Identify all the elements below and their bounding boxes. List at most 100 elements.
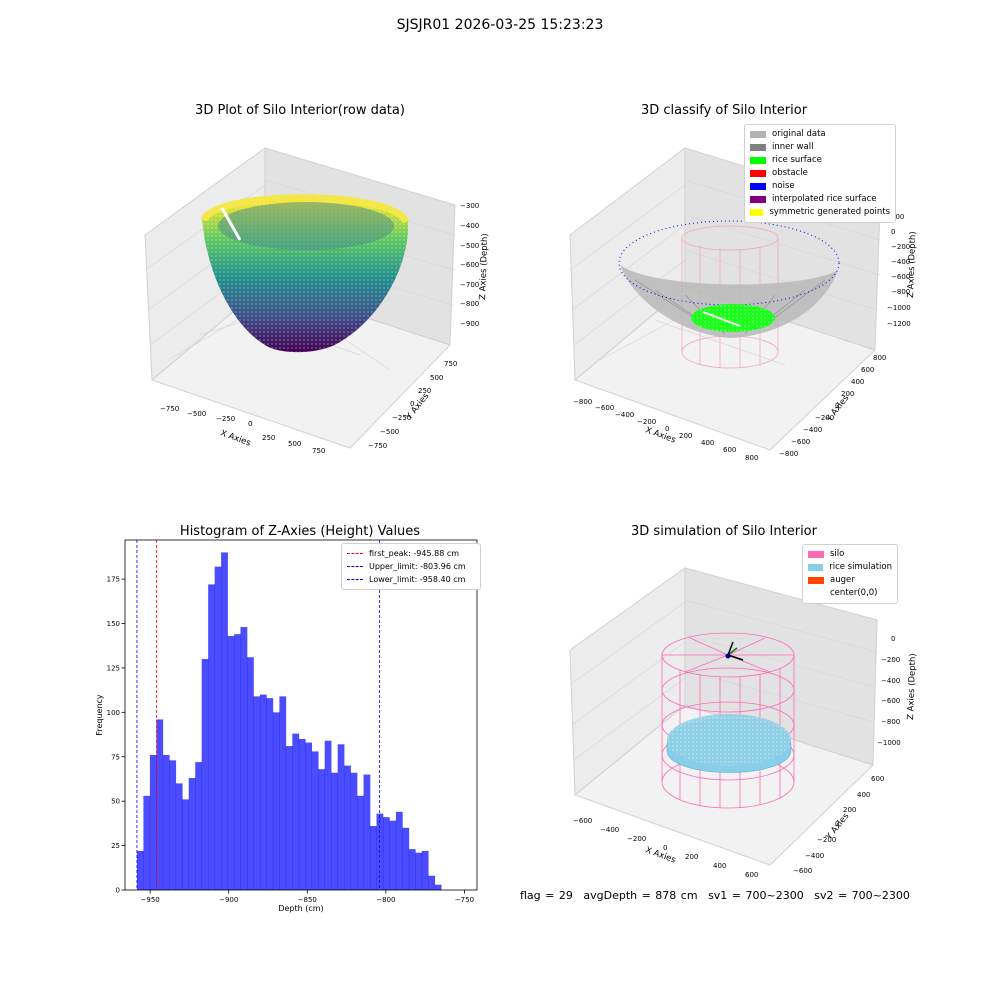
raw-ytick: −750 [368,442,387,450]
histogram-x-axis-label: Depth (cm) [278,904,323,913]
histogram-ytick-label: 125 [107,664,120,672]
classify-ytick: −800 [779,450,798,458]
simulation-xtick: 0 [663,844,667,852]
histogram-bar [363,774,371,890]
simulation-ytick: 200 [843,806,856,814]
raw-bowl-rim [200,194,410,224]
raw-ytick: 500 [430,374,443,382]
histogram-xtick-label: −950 [141,896,160,904]
histogram-xtick-label: −800 [376,896,395,904]
raw-ytick: 0 [410,400,414,408]
raw-xtick: −750 [160,405,179,413]
histogram-bar [259,694,267,890]
raw-ztick: −600 [460,261,479,269]
simulation-ytick: −200 [817,836,836,844]
stats-footer: flag = 29 avgDepth = 878 cm sv1 = 700~23… [520,889,916,902]
simulation-ztick: −1000 [877,739,901,747]
histogram-chart: −950 −900 −850 −800 −7500255075100125150175 … [95,539,478,913]
simulation-xtick: 200 [685,853,698,861]
simulation-ztick: −600 [881,697,900,705]
classify-floor-pane [574,287,876,451]
histogram-xtick-label: −750 [455,896,474,904]
classify-ytick: −200 [815,414,834,422]
legend-item-inner-wall: inner wall [750,141,890,154]
sv2-value: sv2 = 700~2300 [814,889,910,902]
legend-item-rice-simulation: rice simulation [808,561,892,574]
simulation-ytick: 0 [835,820,839,828]
histogram-ytick-label: 150 [107,620,120,628]
classify-xtick: −400 [615,411,634,419]
histogram-bar [208,584,215,890]
raw-ytick: 250 [418,387,431,395]
classify-ztick: −1000 [887,304,911,312]
histogram-bar [408,849,416,890]
flag-value: flag = 29 [520,889,573,902]
classify-ytick: 800 [873,354,886,362]
histogram-ytick-label: 50 [111,798,120,806]
histogram-limit-lines [136,540,381,890]
classify-ztick: −800 [891,288,910,296]
legend-item-symmetric-generated-points: symmetric generated points [750,206,890,219]
classify-ytick: 400 [851,378,864,386]
legend-item-center: center(0,0) [830,588,878,598]
histogram-bar [266,698,274,890]
raw-xtick: −500 [187,410,206,418]
classify-ztick: −400 [891,258,910,266]
raw-xtick: 250 [262,434,275,442]
classify-y-axis-label: Y Axies [824,393,852,425]
histogram-bar [279,696,287,890]
histogram-bar [324,740,332,890]
legend-item-auger: auger [808,574,892,587]
histogram-xtick-label: −850 [298,896,317,904]
histogram-bar [234,634,241,890]
histogram-bar [298,738,306,890]
raw-bowl-inner [218,202,394,250]
simulation-ztick: 0 [891,635,895,643]
raw-ztick: −900 [460,320,479,328]
histogram-bar [156,719,164,890]
raw-ztick: −300 [460,202,479,210]
histogram-ytick-label: 25 [111,842,120,850]
center-point-icon [725,653,731,659]
classify-noise-ring [618,220,840,306]
classify-xtick: 400 [701,439,714,447]
histogram-bar [350,772,358,890]
histogram-bar [389,820,397,890]
raw-ztick: −500 [460,242,479,250]
histogram-bar [395,811,403,890]
simulation-xtick: 600 [745,871,758,879]
histogram-bar [253,696,261,890]
histogram-bar [357,795,364,890]
simulation-silo-wireframe [661,632,795,809]
simulation-xtick: −200 [627,835,646,843]
histogram-ytick-label: 0 [116,887,120,895]
simulation-ytick: 600 [871,775,884,783]
classify-xtick: 600 [723,446,736,454]
classify-ytick: −600 [791,438,810,446]
simulation-ztick: −200 [881,656,900,664]
histogram-bar [214,566,222,890]
simulation-ytick: 400 [857,791,870,799]
classify-z-axis-label: Z Axies (Depth) [906,231,918,298]
histogram-title: Histogram of Z-Axies (Height) Values [179,524,421,539]
histogram-bar [227,635,235,890]
histogram-legend: first_peak: -945.88 cm Upper_limit: -803… [341,543,481,590]
simulation-z-axis-label: Z Axies (Depth) [906,653,918,720]
auger-icon [727,641,744,661]
histogram-bar [272,712,280,890]
raw-x-axis-label: X Axies [219,428,252,448]
raw-ytick: −250 [392,414,411,422]
figure-title: SJSJR01 2026-03-25 15:23:23 [396,17,604,33]
legend-item-original-data: original data [750,128,890,141]
classify-ztick: −1200 [887,320,911,328]
histogram-bar [402,827,410,890]
simulation-ztick: −400 [881,677,900,685]
classify-rice-gap [702,311,741,327]
histogram-bar [240,627,248,890]
histogram-bar [318,769,325,890]
simulation-xtick: 400 [713,862,726,870]
histogram-bar [247,657,254,890]
histogram-bar [188,778,196,890]
simulation-ytick: −400 [805,852,824,860]
histogram-frame [124,539,478,891]
